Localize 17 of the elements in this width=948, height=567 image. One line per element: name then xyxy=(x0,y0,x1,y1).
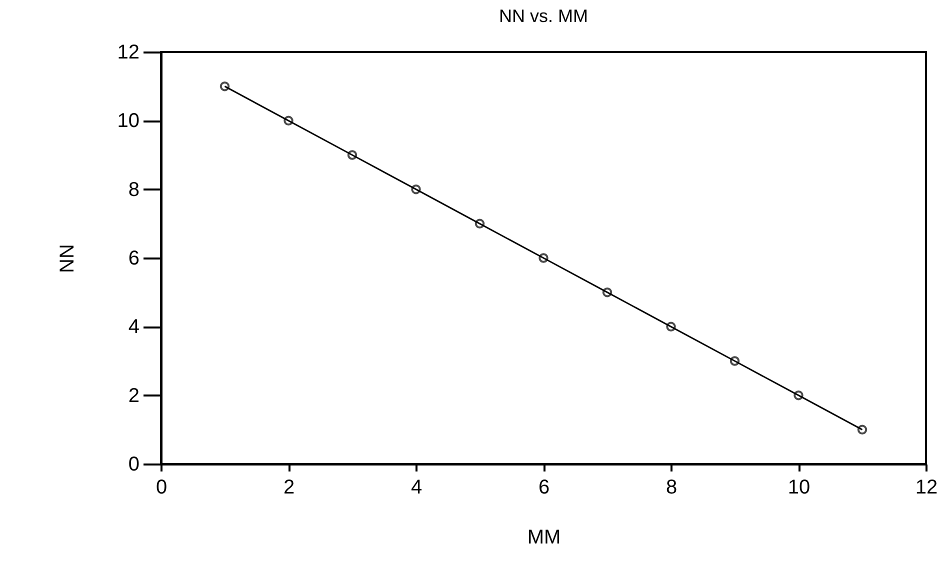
x-tick-label: 6 xyxy=(538,476,550,498)
x-tick-label: 8 xyxy=(666,476,678,498)
y-tick-label: 8 xyxy=(128,178,140,201)
x-tick-label: 10 xyxy=(788,476,810,498)
y-tick-label: 12 xyxy=(117,42,140,64)
x-axis-title: MM xyxy=(527,526,561,548)
y-tick-label: 4 xyxy=(128,316,140,338)
x-tick-label: 0 xyxy=(156,476,168,498)
y-tick-label: 0 xyxy=(128,454,140,476)
chart-title: NN vs. MM xyxy=(499,6,588,26)
y-tick-label: 2 xyxy=(128,384,140,407)
y-tick-label: 6 xyxy=(128,248,140,270)
y-tick-label: 10 xyxy=(117,110,140,132)
x-tick-label: 4 xyxy=(410,476,422,498)
x-tick-label: 2 xyxy=(283,476,295,498)
x-tick-label: 12 xyxy=(915,476,938,498)
y-axis-title: NN xyxy=(56,244,78,273)
